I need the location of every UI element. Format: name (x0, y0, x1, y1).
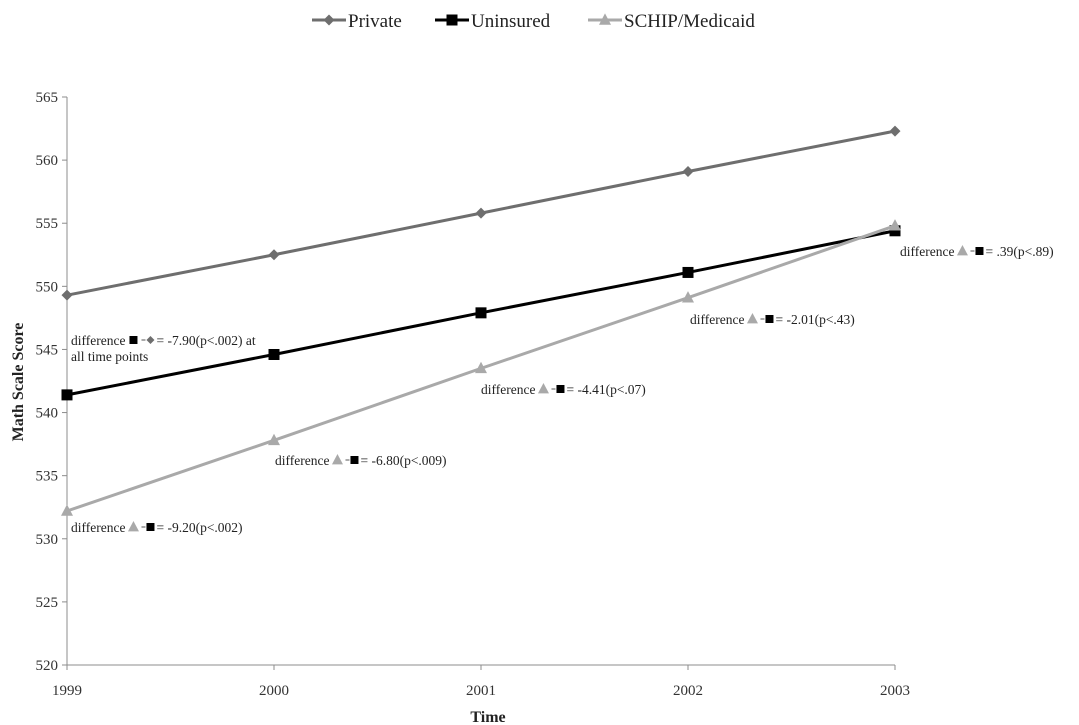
data-point-diamond (61, 289, 73, 301)
y-tick-label: 540 (36, 406, 59, 422)
annotation-difference: difference = -2.01(p<.43) (690, 312, 855, 327)
data-point-square (61, 389, 73, 401)
legend-item-private: Private (312, 11, 402, 32)
legend-marker-square (446, 14, 458, 26)
legend-label: SCHIP/Medicaid (624, 11, 755, 32)
annotation-difference: difference = -4.41(p<.07) (481, 382, 646, 397)
annotation-marker-square (556, 385, 565, 393)
annotation-marker-square (975, 247, 984, 255)
y-tick-label: 560 (36, 153, 59, 169)
annotation-marker-square (350, 456, 359, 464)
annotation-value: = -2.01(p<.43) (775, 312, 854, 327)
annotation-prefix: difference (71, 333, 125, 348)
legend-marker-diamond (323, 14, 335, 26)
y-tick-label: 530 (36, 532, 59, 548)
x-tick-label: 1999 (52, 683, 82, 699)
annotation-prefix: difference (690, 312, 744, 327)
x-tick-label: 2001 (466, 683, 496, 699)
data-point-triangle (475, 361, 487, 374)
data-point-triangle (61, 504, 73, 516)
annotation-difference: difference = .39(p<.89) (900, 244, 1054, 259)
annotation-prefix: difference (481, 382, 535, 397)
annotation-value: = -7.90(p<.002) at (156, 333, 255, 348)
annotation-marker-square (765, 315, 774, 323)
chart-axes: 520 525 530 535 540 545 550 555 560 565 1999 2000 20… (36, 90, 911, 699)
annotation-marker-triangle (537, 382, 549, 394)
legend-item-schip-medicaid: SCHIP/Medicaid (588, 11, 755, 32)
annotation-marker-triangle (746, 312, 758, 324)
legend-marker-triangle (599, 13, 611, 25)
data-point-square (682, 266, 694, 278)
y-tick-label: 555 (36, 216, 59, 232)
x-tick-label: 2000 (259, 683, 289, 699)
y-tick-label: 520 (36, 658, 59, 674)
chart-series (61, 125, 901, 516)
legend-label: Private (348, 11, 402, 32)
y-tick-label: 535 (36, 469, 59, 485)
data-point-square (475, 307, 487, 319)
y-tick-label: 550 (36, 279, 59, 295)
x-tick-label: 2002 (673, 683, 703, 699)
y-tick-label: 525 (36, 595, 59, 611)
legend-item-uninsured: Uninsured (435, 11, 551, 32)
data-point-triangle (889, 219, 901, 231)
annotation-value: = -9.20(p<.002) (156, 520, 242, 535)
annotation-marker-triangle (331, 453, 343, 465)
data-point-triangle (268, 433, 280, 446)
annotation-marker-triangle (956, 244, 968, 256)
annotation-marker-square (146, 523, 155, 531)
legend-label: Uninsured (471, 11, 551, 32)
annotation-prefix: difference (275, 453, 329, 468)
annotation-marker-triangle (127, 520, 139, 532)
annotation-value-line2: all time points (71, 349, 148, 364)
annotation-marker-diamond (146, 336, 155, 344)
annotation-prefix: difference (900, 244, 954, 259)
data-point-square (268, 348, 280, 360)
series-schip-medicaid (61, 219, 901, 516)
annotation-value: = -4.41(p<.07) (566, 382, 645, 397)
x-tick-label: 2003 (880, 683, 910, 699)
data-point-diamond (475, 207, 487, 219)
annotation-marker-square (129, 336, 138, 344)
data-point-triangle (682, 291, 694, 303)
annotation-value: = -6.80(p<.009) (360, 453, 446, 468)
data-point-diamond (682, 165, 694, 177)
chart-annotations: difference = -7.90(p<.002) at all time poi… (71, 244, 1054, 535)
y-axis-title: Math Scale Score (10, 323, 27, 442)
x-axis-title: Time (470, 709, 505, 725)
y-tick-label: 565 (36, 90, 59, 106)
series-uninsured (61, 225, 901, 401)
data-point-square (889, 225, 901, 237)
y-tick-label: 545 (36, 342, 59, 358)
annotation-difference: difference = -7.90(p<.002) at all time poi… (71, 333, 256, 364)
series-private (61, 125, 901, 301)
annotation-prefix: difference (71, 520, 125, 535)
data-point-diamond (268, 249, 280, 261)
annotation-difference: difference = -6.80(p<.009) (275, 453, 447, 468)
chart-legend: Private Uninsured SCHIP/Medicaid (312, 11, 755, 32)
data-point-diamond (889, 125, 901, 137)
annotation-value: = .39(p<.89) (985, 244, 1053, 259)
annotation-difference: difference = -9.20(p<.002) (71, 520, 243, 535)
